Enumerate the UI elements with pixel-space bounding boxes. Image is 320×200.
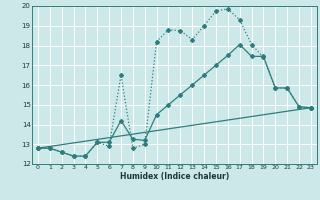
X-axis label: Humidex (Indice chaleur): Humidex (Indice chaleur) (120, 172, 229, 181)
